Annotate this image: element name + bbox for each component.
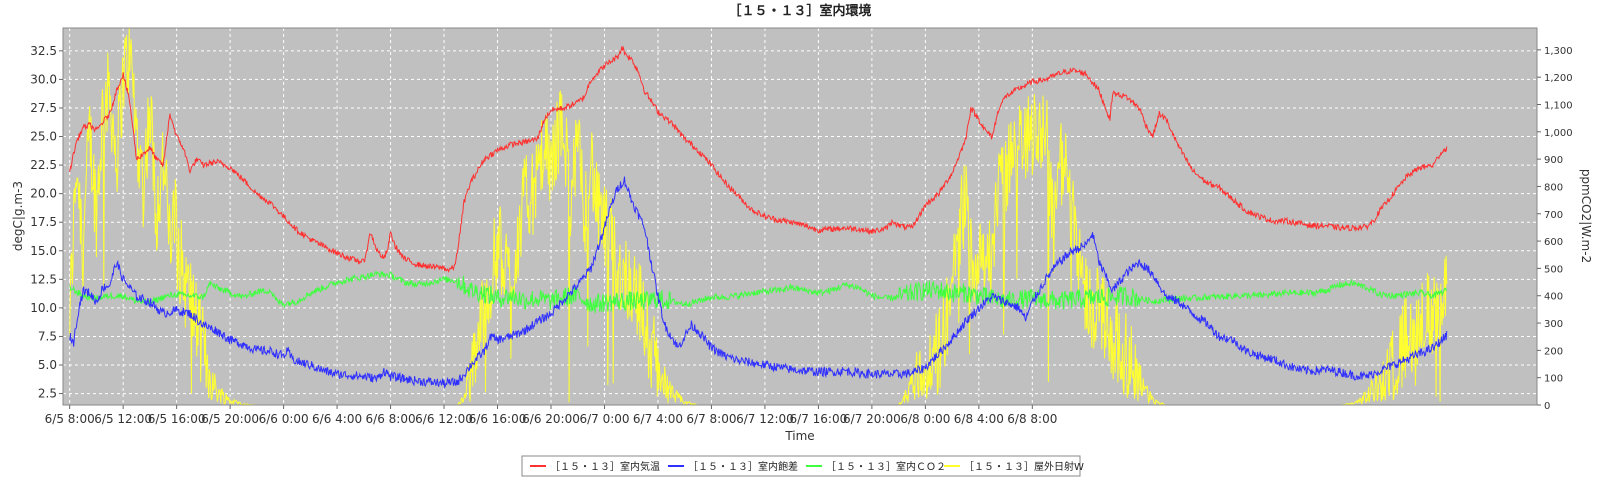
y-right-tick-label: 500 [1544, 264, 1563, 275]
y-left-tick-label: 10.0 [30, 301, 57, 315]
x-axis-title: Time [784, 429, 814, 443]
x-tick-label: 6/6 4:00 [312, 412, 362, 426]
y-left-tick-label: 27.5 [30, 101, 57, 115]
plot-area [63, 28, 1537, 405]
y-right-tick-label: 1,300 [1544, 46, 1573, 57]
x-axis: 6/5 8:00 6/5 12:006/5 16:006/5 20:00 6/6 0… [45, 405, 1057, 426]
legend-label: ［１５・１３］室内気温 [550, 460, 660, 473]
y-right-tick-label: 400 [1544, 292, 1563, 303]
x-tick-label: 6/8 8:00 [1007, 412, 1057, 426]
y-right-tick-label: 300 [1544, 319, 1563, 330]
y-right-tick-label: 600 [1544, 237, 1563, 248]
legend-label: ［１５・１３］室内飽差 [688, 460, 798, 473]
y-axis-right-title: ppmCO2|W.m-2 [1579, 169, 1593, 263]
x-tick-label: 6/7 4:00 [633, 412, 683, 426]
y-left-tick-label: 15.0 [30, 244, 57, 258]
y-right-tick-label: 1,100 [1544, 100, 1573, 111]
series-line-1 [69, 176, 1448, 390]
legend-label: ［１５・１３］室内ＣＯ２ [826, 460, 946, 473]
x-tick-label: 6/6 8:00 [366, 412, 416, 426]
legend-label: ［１５・１３］屋外日射W [964, 461, 1084, 473]
x-tick-label: 6/6 20:00 [522, 412, 580, 426]
y-left-tick-label: 20.0 [30, 187, 57, 201]
y-axis-right: 0 100 200 300 400 500 600 700 800 900 1,000 1,100 1,… [1537, 46, 1573, 412]
x-tick-label: 6/6 16:00 [469, 412, 527, 426]
x-tick-label: 6/6 12:00 [415, 412, 473, 426]
y-left-tick-label: 30.0 [30, 72, 57, 86]
legend-box [521, 455, 1081, 477]
x-tick-label: 6/8 4:00 [954, 412, 1004, 426]
series-line-0 [69, 45, 1448, 274]
x-tick-label: 6/7 12:00 [736, 412, 794, 426]
y-left-tick-label: 17.5 [30, 215, 57, 229]
y-right-tick-label: 1,200 [1544, 73, 1573, 84]
y-left-tick-label: 7.5 [38, 329, 57, 343]
x-tick-label: 6/5 12:00 [94, 412, 152, 426]
x-tick-label: 6/5 8:00 [45, 412, 95, 426]
x-tick-label: 6/7 0:00 [579, 412, 629, 426]
y-axis-left: 2.5 5.0 7.5 10.0 12.5 15.0 17.5 20.0 22.5 25.0 27.… [30, 44, 63, 401]
y-left-tick-label: 25.0 [30, 130, 57, 144]
legend: ［１５・１３］室内気温 ［１５・１３］室内飽差 ［１５・１３］室内ＣＯ２ ［１５・１３… [530, 460, 1084, 473]
x-tick-label: 6/5 16:00 [148, 412, 206, 426]
y-right-tick-label: 1,000 [1544, 128, 1573, 139]
y-right-tick-label: 0 [1544, 401, 1550, 412]
x-tick-label: 6/6 0:00 [259, 412, 309, 426]
y-right-tick-label: 900 [1544, 155, 1563, 166]
y-right-tick-label: 200 [1544, 346, 1563, 357]
x-tick-label: 6/7 8:00 [686, 412, 736, 426]
x-tick-label: 6/8 0:00 [900, 412, 950, 426]
series-line-2 [69, 271, 1448, 314]
y-axis-left-title: degC|g.m-3 [11, 181, 25, 251]
x-tick-label: 6/5 20:00 [201, 412, 259, 426]
y-left-tick-label: 32.5 [30, 44, 57, 58]
y-left-tick-label: 22.5 [30, 158, 57, 172]
chart-title: ［１５・１３］室内環境 [728, 3, 871, 19]
plot-border [62, 27, 1538, 406]
y-left-tick-label: 5.0 [38, 358, 57, 372]
y-right-tick-label: 700 [1544, 210, 1563, 221]
x-tick-label: 6/7 20:00 [843, 412, 901, 426]
y-right-tick-label: 800 [1544, 182, 1563, 193]
x-tick-label: 6/7 16:00 [790, 412, 848, 426]
y-left-tick-label: 2.5 [38, 387, 57, 401]
y-right-tick-label: 100 [1544, 374, 1563, 385]
y-left-tick-label: 12.5 [30, 272, 57, 286]
